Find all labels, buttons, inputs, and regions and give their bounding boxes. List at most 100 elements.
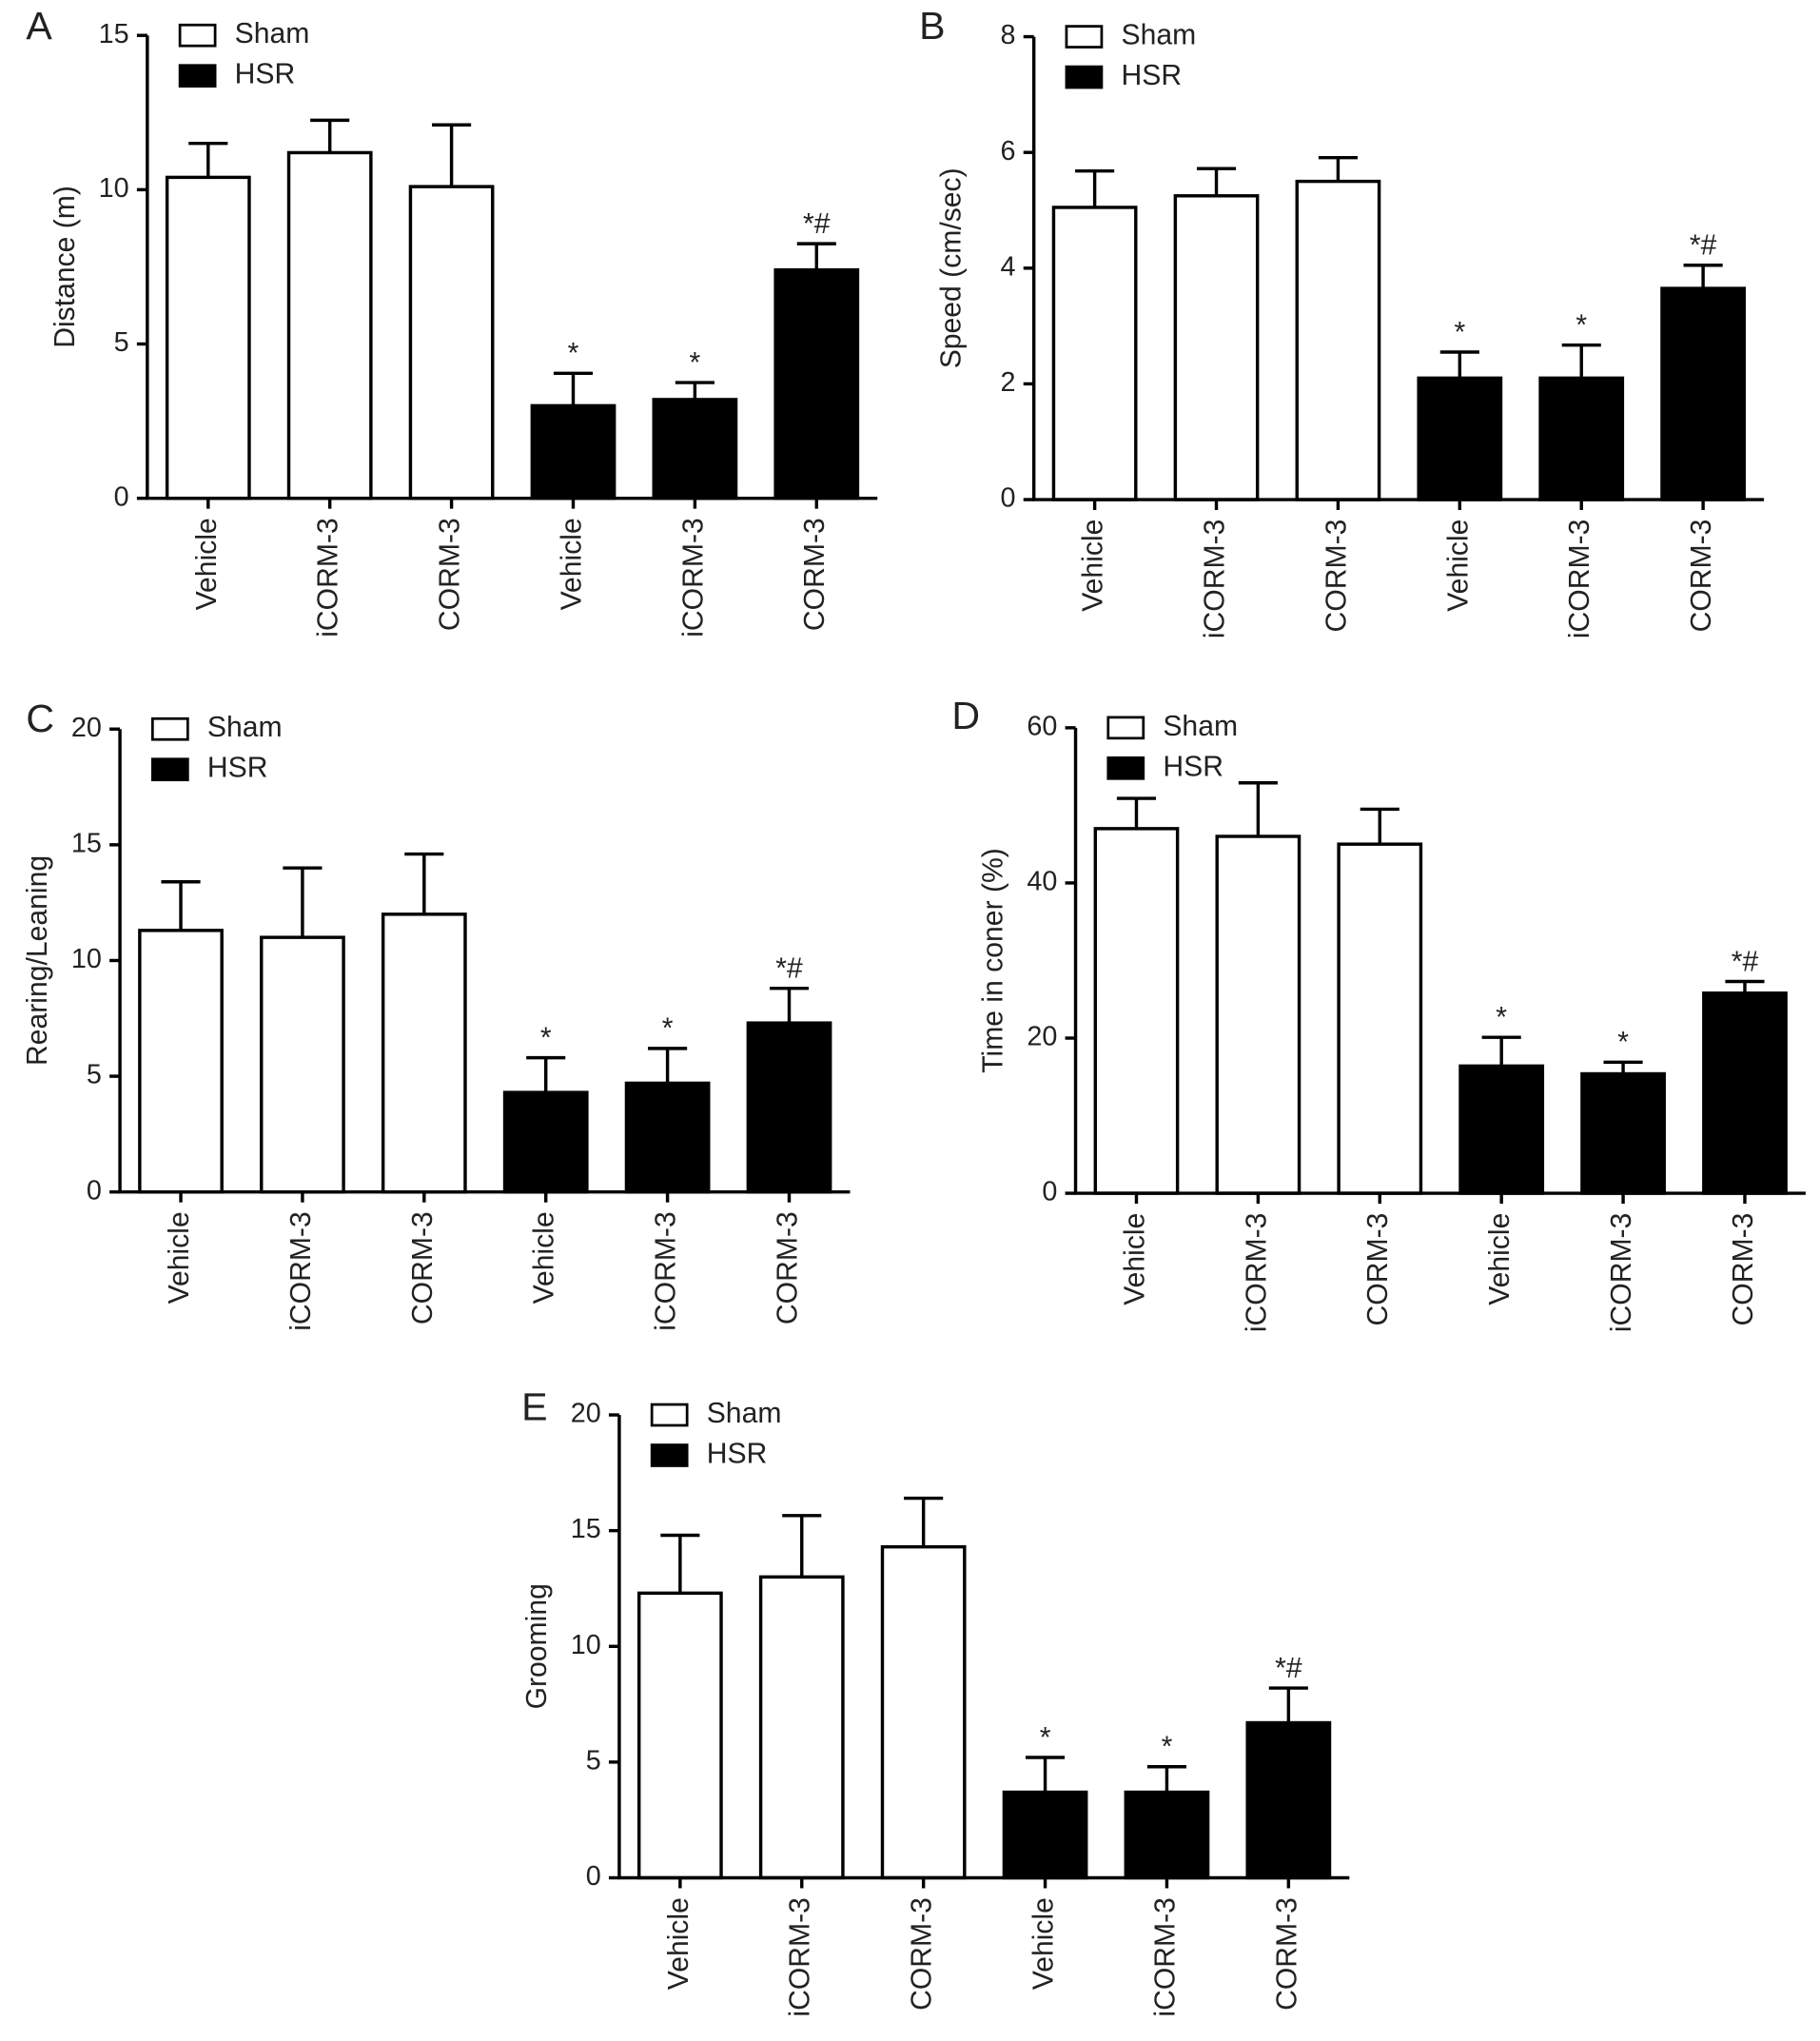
significance-mark: *	[1454, 317, 1465, 348]
y-tick-label: 10	[99, 173, 129, 204]
legend-swatch	[178, 64, 217, 88]
bar	[1538, 376, 1625, 501]
bar	[636, 1591, 723, 1880]
significance-mark: *	[540, 1022, 552, 1053]
bar	[1173, 194, 1260, 501]
bar	[624, 1081, 711, 1194]
y-tick-label: 5	[87, 1060, 102, 1090]
x-tick-label: Vehicle	[556, 518, 587, 610]
legend-label: HSR	[707, 1438, 768, 1469]
chart-panel: D Time in coner (%) 0 20 40 60 Sham HSR * * *# Vehi…	[951, 694, 1806, 1332]
y-tick-label: 20	[1027, 1022, 1057, 1052]
x-tick-label: iCORM-3	[1564, 520, 1595, 639]
legend-swatch	[650, 1403, 689, 1427]
y-tick-label: 0	[1000, 483, 1015, 514]
y-axis-label: Distance (m)	[49, 186, 81, 348]
axes	[1073, 727, 1806, 1195]
x-tick-label: iCORM-3	[1199, 520, 1230, 639]
legend-label: Sham	[1163, 711, 1238, 742]
significance-mark: *#	[803, 208, 831, 240]
y-axis-label: Rearing/Leaning	[22, 855, 53, 1066]
legend-label: HSR	[1121, 60, 1182, 91]
y-tick-label: 2	[1000, 367, 1015, 398]
x-tick-label: CORM-3	[435, 518, 466, 631]
legend-swatch	[178, 23, 217, 48]
significance-mark: *	[1575, 309, 1587, 341]
bar	[1295, 179, 1381, 501]
y-tick-label: 5	[586, 1745, 601, 1776]
axes	[118, 729, 851, 1194]
x-tick-label: Vehicle	[164, 1211, 195, 1304]
chart-panel: B Speed (cm/sec) 0 2 4 6 8 Sham HSR * * *# Vehicle iC…	[919, 4, 1765, 639]
y-tick-label: 10	[571, 1630, 601, 1660]
significance-mark: *	[1040, 1722, 1051, 1754]
chart-panel: C Rearing/Leaning 0 5 10 15 20 Sham HSR * * *# Vehic…	[22, 697, 851, 1331]
legend-label: HSR	[1163, 751, 1223, 782]
bar	[138, 929, 224, 1194]
legend-label: Sham	[707, 1398, 782, 1429]
significance-mark: *#	[1275, 1653, 1302, 1684]
panel-label: C	[26, 697, 54, 740]
y-tick-label: 15	[71, 828, 102, 858]
y-tick-label: 0	[1042, 1177, 1057, 1207]
significance-mark: *	[1162, 1732, 1173, 1763]
x-tick-label: Vehicle	[1484, 1213, 1516, 1305]
x-tick-label: iCORM-3	[1606, 1213, 1637, 1333]
legend-swatch	[150, 716, 189, 741]
y-tick-label: 4	[1000, 251, 1015, 282]
x-tick-label: iCORM-3	[1241, 1213, 1272, 1333]
significance-mark: *#	[775, 952, 803, 984]
bar	[1580, 1071, 1666, 1195]
axes	[1031, 36, 1765, 501]
x-tick-label: Vehicle	[529, 1211, 560, 1304]
bar	[1215, 834, 1301, 1195]
bar	[381, 913, 467, 1194]
x-tick-label: CORM-3	[799, 518, 831, 631]
panel-label: D	[951, 694, 980, 737]
bar	[1245, 1720, 1332, 1880]
legend-swatch	[150, 757, 189, 782]
legend-swatch	[1106, 756, 1145, 780]
bar	[652, 398, 738, 500]
bar	[880, 1544, 967, 1880]
x-tick-label: CORM-3	[907, 1897, 938, 2011]
bar	[1051, 206, 1138, 501]
panel-label: B	[919, 4, 945, 48]
y-tick-label: 0	[87, 1175, 102, 1206]
x-tick-label: CORM-3	[407, 1211, 439, 1325]
bar	[1124, 1790, 1210, 1880]
significance-mark: *#	[1732, 946, 1759, 977]
bar	[502, 1090, 589, 1194]
bar	[286, 150, 373, 500]
bar	[1458, 1064, 1545, 1195]
significance-mark: *	[1617, 1027, 1629, 1058]
x-tick-label: CORM-3	[772, 1211, 803, 1325]
x-tick-label: iCORM-3	[285, 1211, 317, 1331]
x-tick-label: iCORM-3	[785, 1897, 816, 2017]
bar	[165, 175, 251, 500]
legend-label: Sham	[207, 712, 283, 743]
x-tick-label: iCORM-3	[651, 1211, 682, 1331]
y-tick-label: 40	[1027, 867, 1057, 897]
x-tick-label: CORM-3	[1728, 1213, 1759, 1326]
significance-mark: *	[662, 1013, 674, 1045]
x-tick-label: CORM-3	[1271, 1897, 1302, 2011]
x-tick-label: Vehicle	[191, 518, 223, 610]
chart-panel: E Grooming 0 5 10 15 20 Sham HSR * * *# Vehicle iCORM…	[521, 1384, 1350, 2017]
bar	[408, 185, 495, 500]
x-tick-label: iCORM-3	[1149, 1897, 1181, 2017]
panel-label: E	[521, 1384, 547, 1428]
y-axis-label: Speed (cm/sec)	[936, 167, 968, 368]
legend-swatch	[1065, 25, 1104, 49]
chart-panel: A Distance (m) 0 5 10 15 Sham HSR * * *# Vehicle iCO…	[26, 4, 878, 638]
bar	[1702, 991, 1788, 1195]
x-tick-label: iCORM-3	[677, 518, 709, 638]
bar	[1337, 842, 1423, 1195]
axes	[146, 35, 878, 500]
y-tick-label: 5	[114, 327, 129, 358]
bar	[1660, 286, 1747, 501]
bar	[530, 403, 616, 500]
y-tick-label: 0	[586, 1861, 601, 1892]
y-tick-label: 8	[1000, 20, 1015, 50]
